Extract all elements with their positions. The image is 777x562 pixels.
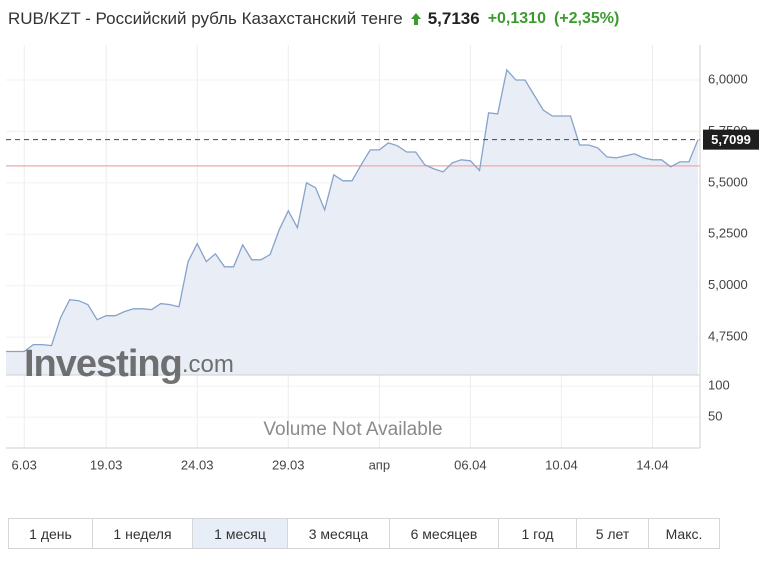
watermark: Investing.com (24, 343, 234, 385)
chart-annotation: Volume Not Available (263, 419, 442, 440)
y-tick-label: 5,2500 (708, 226, 748, 241)
x-tick-label: 24.03 (181, 457, 214, 472)
up-arrow (410, 13, 421, 25)
x-tick-label: апр (369, 457, 391, 472)
last-price: 5,7136 (427, 9, 480, 28)
current-price-box (703, 129, 759, 150)
range-button[interactable]: 1 год (499, 519, 577, 548)
area-fill (6, 69, 698, 376)
price-change: +0,1310 (487, 10, 546, 27)
y-tick-label: 5,0000 (708, 277, 748, 292)
watermark-suffix: .com (182, 351, 234, 378)
x-tick-label: 14.04 (636, 457, 669, 472)
x-tick-label: 19.03 (90, 457, 123, 472)
range-button[interactable]: 1 месяц (193, 519, 288, 548)
current-price-label: 5,7099 (711, 132, 751, 147)
price-line (6, 68, 699, 353)
x-tick-label: 6.03 (12, 457, 37, 472)
y-tick-label: 50 (708, 409, 722, 424)
range-button[interactable]: 3 месяца (288, 519, 390, 548)
range-buttons: 1 день 1 неделя 1 месяц 3 месяца 6 месяцев 1 … (8, 518, 720, 549)
range-button[interactable]: 6 месяцев (390, 519, 499, 548)
pair-title: RUB/KZT - Российский рубль Казахстанский… (8, 9, 403, 28)
y-tick-label: 5,5000 (708, 174, 748, 189)
range-button[interactable]: Макс. (649, 519, 719, 548)
x-tick-label: 10.04 (545, 457, 578, 472)
range-button[interactable]: 5 лет (577, 519, 649, 548)
y-tick-label: 100 (708, 378, 730, 393)
range-button[interactable]: 1 день (9, 519, 93, 548)
y-tick-label: 4,7500 (708, 329, 748, 344)
header: RUB/KZT - Российский рубль Казахстанский… (8, 9, 619, 29)
x-tick-label: 06.04 (454, 457, 487, 472)
x-tick-label: 29.03 (272, 457, 305, 472)
range-button[interactable]: 1 неделя (93, 519, 193, 548)
watermark-brand: Investing (24, 343, 182, 385)
chart: 6.03 19.03 24.03 29.03 апр 06.04 10.04 14.04 4,7… (6, 45, 759, 472)
price-change-percent: (+2,35%) (553, 10, 620, 27)
y-tick-label: 6,0000 (708, 71, 748, 86)
